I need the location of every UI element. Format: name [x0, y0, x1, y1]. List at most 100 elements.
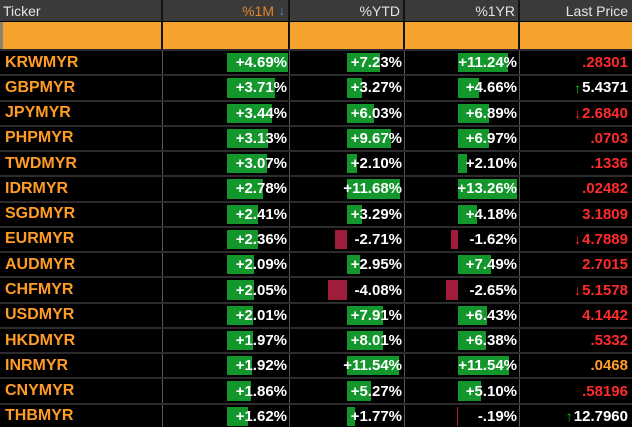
column-header-ticker[interactable]: Ticker: [0, 0, 163, 21]
filter-cell-ticker[interactable]: [3, 22, 163, 49]
last-price-cell[interactable]: .5332: [520, 329, 632, 352]
filter-cell-1yr[interactable]: [405, 22, 520, 49]
pct-ytd-cell[interactable]: +3.29%: [290, 202, 405, 226]
pct-1m-cell[interactable]: +2.78%: [163, 177, 290, 201]
pct-ytd-cell[interactable]: +3.27%: [290, 76, 405, 100]
pct-1yr-cell[interactable]: +4.66%: [405, 76, 520, 100]
pct-1yr-cell[interactable]: +6.43%: [405, 303, 520, 327]
ticker-cell[interactable]: KRWMYR: [0, 51, 163, 75]
pct-ytd-cell[interactable]: +8.01%: [290, 328, 405, 353]
last-price-cell[interactable]: ↑ 12.7960: [520, 405, 632, 427]
ticker-cell[interactable]: TWDMYR: [0, 152, 163, 176]
ticker-cell[interactable]: AUDMYR: [0, 253, 163, 277]
table-row[interactable]: USDMYR +2.01% +7.91% +6.43% 4.1442: [0, 301, 632, 327]
pct-1yr-cell[interactable]: +5.10%: [405, 379, 520, 403]
ticker-cell[interactable]: EURMYR: [0, 227, 163, 252]
pct-1yr-cell[interactable]: +2.10%: [405, 152, 520, 176]
last-price-cell[interactable]: ↓ 2.6840: [520, 102, 632, 125]
pct-1m-cell[interactable]: +2.01%: [163, 303, 290, 327]
last-price-cell[interactable]: .28301: [520, 51, 632, 74]
pct-ytd-cell[interactable]: +9.67%: [290, 126, 405, 151]
pct-ytd-cell[interactable]: +2.10%: [290, 152, 405, 176]
ticker-cell[interactable]: HKDMYR: [0, 328, 163, 353]
pct-1m-cell[interactable]: +1.86%: [163, 379, 290, 403]
column-header-ytd[interactable]: %YTD: [290, 0, 405, 21]
last-price-cell[interactable]: 2.7015: [520, 253, 632, 276]
pct-ytd-cell[interactable]: +1.77%: [290, 404, 405, 427]
pct-1yr-cell[interactable]: +11.54%: [405, 354, 520, 378]
table-row[interactable]: CNYMYR +1.86% +5.27% +5.10% .58196: [0, 377, 632, 403]
pct-1yr-cell[interactable]: -1.62%: [405, 227, 520, 252]
column-header-last-price[interactable]: Last Price: [520, 0, 632, 21]
pct-1m-cell[interactable]: +3.44%: [163, 101, 290, 125]
pct-1yr-cell[interactable]: +6.89%: [405, 101, 520, 125]
filter-cell-1m[interactable]: [163, 22, 290, 49]
pct-ytd-cell[interactable]: +6.03%: [290, 101, 405, 125]
table-row[interactable]: THBMYR +1.62% +1.77% -.19% ↑ 12.7960: [0, 402, 632, 427]
table-row[interactable]: SGDMYR +2.41% +3.29% +4.18% 3.1809: [0, 200, 632, 226]
pct-1yr-cell[interactable]: +6.38%: [405, 328, 520, 353]
table-row[interactable]: GBPMYR +3.71% +3.27% +4.66% ↑ 5.4371: [0, 74, 632, 100]
ticker-cell[interactable]: CHFMYR: [0, 278, 163, 302]
pct-1m-cell[interactable]: +1.97%: [163, 328, 290, 353]
ticker-cell[interactable]: THBMYR: [0, 404, 163, 427]
ticker-cell[interactable]: PHPMYR: [0, 126, 163, 151]
last-price-cell[interactable]: 4.1442: [520, 304, 632, 327]
last-price-cell[interactable]: ↓ 4.7889: [520, 228, 632, 251]
filter-cell-ytd[interactable]: [290, 22, 405, 49]
filter-cell-last-price[interactable]: [520, 22, 632, 49]
column-header-1yr[interactable]: %1YR: [405, 0, 520, 21]
ticker-cell[interactable]: IDRMYR: [0, 177, 163, 201]
pct-1yr-cell[interactable]: -.19%: [405, 404, 520, 427]
pct-1m-cell[interactable]: +1.92%: [163, 354, 290, 378]
pct-1m-cell[interactable]: +2.05%: [163, 278, 290, 302]
table-row[interactable]: CHFMYR +2.05% -4.08% -2.65% ↓ 5.1578: [0, 276, 632, 302]
last-price-cell[interactable]: 3.1809: [520, 203, 632, 226]
pct-1yr-cell[interactable]: +7.49%: [405, 253, 520, 277]
table-row[interactable]: HKDMYR +1.97% +8.01% +6.38% .5332: [0, 326, 632, 353]
column-header-1m[interactable]: %1M ↓: [163, 0, 290, 21]
pct-1yr-cell[interactable]: +6.97%: [405, 126, 520, 151]
ticker-cell[interactable]: JPYMYR: [0, 101, 163, 125]
pct-1yr-cell[interactable]: +13.26%: [405, 177, 520, 201]
last-price-cell[interactable]: ↑ 5.4371: [520, 76, 632, 99]
last-price-cell[interactable]: .58196: [520, 379, 632, 402]
pct-ytd-cell[interactable]: +11.68%: [290, 177, 405, 201]
pct-ytd-cell[interactable]: +2.95%: [290, 253, 405, 277]
ticker-cell[interactable]: SGDMYR: [0, 202, 163, 226]
table-row[interactable]: INRMYR +1.92% +11.54% +11.54% .0468: [0, 352, 632, 378]
pct-1yr-cell[interactable]: +11.24%: [405, 51, 520, 75]
table-row[interactable]: JPYMYR +3.44% +6.03% +6.89% ↓ 2.6840: [0, 99, 632, 125]
ticker-cell[interactable]: USDMYR: [0, 303, 163, 327]
ticker-cell[interactable]: INRMYR: [0, 354, 163, 378]
pct-1m-cell[interactable]: +2.36%: [163, 227, 290, 252]
pct-1m-cell[interactable]: +3.71%: [163, 76, 290, 100]
pct-ytd-cell[interactable]: +5.27%: [290, 379, 405, 403]
last-price-cell[interactable]: .1336: [520, 152, 632, 175]
pct-1yr-cell[interactable]: -2.65%: [405, 278, 520, 302]
pct-1m-cell[interactable]: +3.13%: [163, 126, 290, 151]
table-row[interactable]: PHPMYR +3.13% +9.67% +6.97% .0703: [0, 124, 632, 151]
pct-1m-cell[interactable]: +1.62%: [163, 404, 290, 427]
pct-ytd-cell[interactable]: +7.23%: [290, 51, 405, 75]
table-row[interactable]: EURMYR +2.36% -2.71% -1.62% ↓ 4.7889: [0, 225, 632, 252]
last-price-cell[interactable]: .0468: [520, 354, 632, 377]
pct-1m-cell[interactable]: +3.07%: [163, 152, 290, 176]
pct-ytd-cell[interactable]: +11.54%: [290, 354, 405, 378]
pct-ytd-cell[interactable]: -2.71%: [290, 227, 405, 252]
pct-ytd-cell[interactable]: -4.08%: [290, 278, 405, 302]
ticker-cell[interactable]: GBPMYR: [0, 76, 163, 100]
pct-1yr-cell[interactable]: +4.18%: [405, 202, 520, 226]
last-price-cell[interactable]: ↓ 5.1578: [520, 278, 632, 301]
last-price-cell[interactable]: .02482: [520, 177, 632, 200]
table-row[interactable]: KRWMYR +4.69% +7.23% +11.24% .28301: [0, 49, 632, 75]
pct-1m-cell[interactable]: +4.69%: [163, 51, 290, 75]
pct-1m-cell[interactable]: +2.41%: [163, 202, 290, 226]
ticker-cell[interactable]: CNYMYR: [0, 379, 163, 403]
last-price-cell[interactable]: .0703: [520, 127, 632, 150]
table-row[interactable]: AUDMYR +2.09% +2.95% +7.49% 2.7015: [0, 251, 632, 277]
table-row[interactable]: TWDMYR +3.07% +2.10% +2.10% .1336: [0, 150, 632, 176]
pct-ytd-cell[interactable]: +7.91%: [290, 303, 405, 327]
pct-1m-cell[interactable]: +2.09%: [163, 253, 290, 277]
table-row[interactable]: IDRMYR +2.78% +11.68% +13.26% .02482: [0, 175, 632, 201]
